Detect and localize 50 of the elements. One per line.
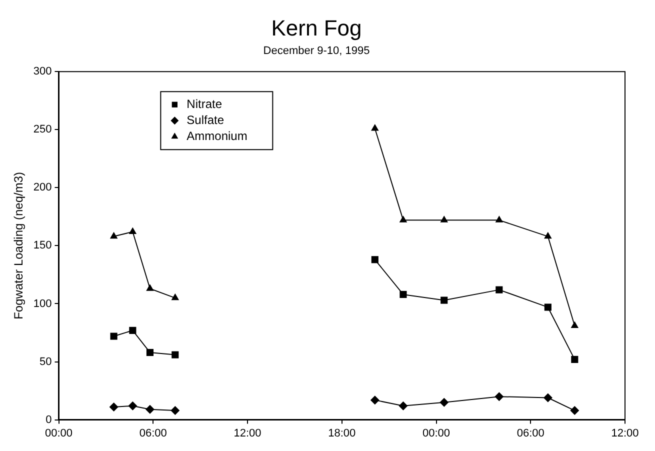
- point: [371, 124, 379, 131]
- y-tick-label: 250: [33, 124, 52, 136]
- point: [172, 351, 179, 358]
- point: [109, 402, 118, 412]
- point: [171, 293, 180, 300]
- point: [494, 392, 504, 402]
- point: [129, 326, 136, 334]
- y-axis-title: Fogwater Loading (neq/m3): [12, 172, 26, 320]
- point: [128, 401, 138, 410]
- point: [370, 396, 380, 405]
- point: [543, 393, 552, 402]
- point: [495, 216, 504, 222]
- legend-label: Sulfate: [186, 112, 224, 127]
- point: [371, 256, 378, 264]
- point: [570, 406, 580, 416]
- x-tick-label: 18:00: [328, 427, 356, 440]
- point: [440, 216, 448, 222]
- y-tick-label: 200: [33, 182, 52, 194]
- y-tick-label: 100: [33, 298, 52, 310]
- chart-title: Kern Fog: [271, 15, 362, 40]
- y-tick-label: 300: [33, 66, 52, 78]
- point: [400, 290, 407, 298]
- point: [570, 321, 579, 328]
- point: [544, 304, 552, 311]
- point: [145, 404, 154, 414]
- legend-label: Nitrate: [186, 96, 222, 111]
- point: [170, 406, 180, 416]
- chart-subtitle: December 9-10, 1995: [263, 45, 370, 58]
- point: [128, 227, 137, 234]
- point: [146, 284, 154, 291]
- point: [110, 232, 118, 239]
- y-tick-label: 0: [46, 414, 52, 426]
- x-tick-label: 00:00: [44, 427, 73, 440]
- point: [544, 232, 552, 239]
- x-tick-label: 00:00: [422, 427, 450, 440]
- point: [110, 332, 118, 340]
- point: [399, 216, 408, 222]
- x-tick-label: 12:00: [234, 427, 262, 440]
- legend-label: Ammonium: [186, 128, 248, 143]
- y-tick-label: 50: [40, 356, 52, 368]
- point: [398, 401, 408, 410]
- y-tick-label: 150: [33, 240, 52, 252]
- point: [440, 398, 449, 407]
- x-tick-label: 12:00: [611, 427, 639, 440]
- point: [146, 348, 154, 356]
- x-tick-label: 06:00: [516, 427, 544, 440]
- point: [571, 356, 578, 363]
- x-tick-label: 06:00: [139, 427, 167, 440]
- point: [440, 296, 448, 304]
- point: [496, 286, 503, 294]
